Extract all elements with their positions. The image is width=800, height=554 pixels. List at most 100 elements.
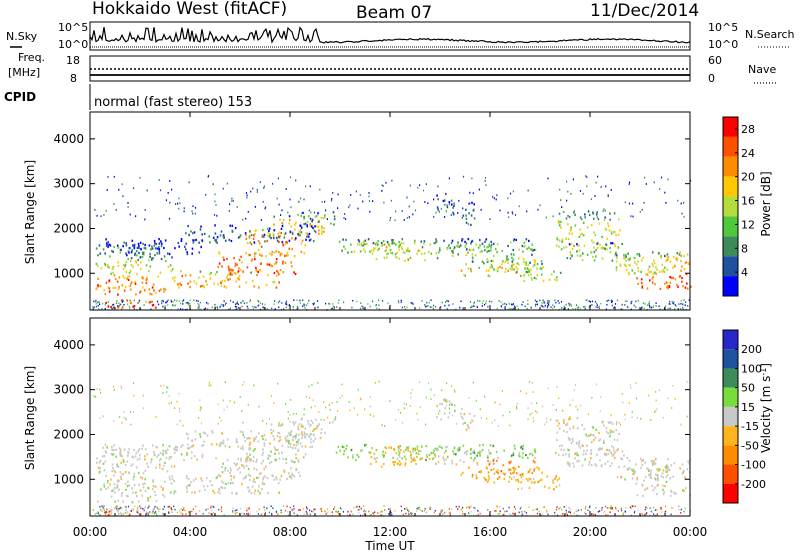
echo-cell bbox=[470, 447, 472, 451]
echo-cell bbox=[279, 218, 281, 221]
echo-cell bbox=[180, 238, 183, 241]
echo-cell bbox=[493, 197, 495, 200]
echo-cell bbox=[191, 252, 193, 255]
echo-cell bbox=[631, 300, 633, 303]
echo-cell bbox=[162, 450, 165, 453]
echo-cell bbox=[532, 391, 534, 393]
echo-cell bbox=[590, 441, 593, 444]
echo-cell bbox=[357, 455, 360, 458]
echo-cell bbox=[590, 251, 592, 254]
echo-cell bbox=[364, 408, 366, 411]
echo-cell bbox=[114, 500, 117, 503]
echo-cell bbox=[423, 252, 426, 255]
echo-cell bbox=[232, 301, 234, 303]
echo-cell bbox=[345, 447, 347, 450]
echo-cell bbox=[282, 219, 285, 222]
echo-cell bbox=[254, 448, 256, 451]
echo-cell bbox=[147, 506, 149, 509]
echo-cell bbox=[607, 222, 609, 225]
echo-cell bbox=[588, 300, 590, 302]
echo-cell bbox=[325, 406, 327, 409]
echo-cell bbox=[190, 230, 192, 233]
echo-cell bbox=[293, 435, 295, 438]
echo-cell bbox=[211, 513, 213, 515]
echo-cell bbox=[325, 209, 327, 212]
echo-cell bbox=[516, 402, 518, 405]
echo-cell bbox=[104, 450, 107, 453]
echo-cell bbox=[301, 212, 303, 215]
echo-cell bbox=[333, 223, 335, 226]
echo-cell bbox=[646, 467, 648, 470]
echo-cell bbox=[130, 411, 132, 413]
echo-cell bbox=[648, 302, 650, 305]
echo-cell bbox=[621, 450, 624, 453]
echo-cell bbox=[647, 467, 649, 471]
echo-cell bbox=[243, 381, 245, 383]
echo-cell bbox=[676, 283, 678, 286]
echo-cell bbox=[190, 445, 192, 448]
echo-cell bbox=[182, 300, 184, 303]
echo-cell bbox=[120, 385, 122, 388]
echo-cell bbox=[112, 286, 115, 289]
echo-cell bbox=[412, 447, 415, 451]
echo-cell bbox=[323, 400, 325, 403]
echo-cell bbox=[260, 462, 263, 465]
echo-cell bbox=[210, 271, 212, 275]
echo-cell bbox=[216, 236, 219, 239]
echo-cell bbox=[684, 478, 686, 481]
echo-cell bbox=[281, 262, 284, 265]
echo-cell bbox=[115, 486, 118, 489]
echo-cell bbox=[127, 495, 129, 498]
echo-cell bbox=[276, 236, 278, 239]
echo-cell bbox=[248, 489, 251, 492]
echo-cell bbox=[289, 434, 292, 437]
echo-cell bbox=[637, 282, 639, 285]
echo-cell bbox=[253, 241, 256, 244]
echo-cell bbox=[369, 396, 371, 398]
echo-cell bbox=[199, 399, 201, 402]
echo-cell bbox=[683, 255, 685, 258]
echo-cell bbox=[687, 305, 689, 307]
echo-cell bbox=[249, 459, 251, 462]
echo-cell bbox=[343, 301, 345, 304]
echo-cell bbox=[125, 270, 127, 273]
echo-cell bbox=[507, 269, 509, 272]
echo-cell bbox=[208, 273, 211, 276]
echo-cell bbox=[571, 232, 573, 235]
echo-cell bbox=[318, 232, 320, 235]
echo-cell bbox=[403, 455, 406, 458]
echo-cell bbox=[600, 465, 603, 468]
echo-cell bbox=[552, 479, 554, 482]
echo-cell bbox=[285, 240, 287, 244]
echo-cell bbox=[565, 237, 567, 240]
echo-cell bbox=[188, 233, 190, 236]
echo-cell bbox=[629, 384, 631, 387]
echo-cell bbox=[581, 464, 584, 467]
echo-cell bbox=[150, 248, 152, 251]
echo-cell bbox=[333, 216, 336, 219]
echo-cell bbox=[583, 449, 585, 452]
echo-cell bbox=[657, 476, 659, 479]
echo-cell bbox=[320, 507, 322, 510]
echo-cell bbox=[107, 301, 109, 303]
echo-cell bbox=[165, 450, 167, 453]
echo-cell bbox=[443, 199, 446, 202]
echo-cell bbox=[108, 513, 110, 516]
echo-cell bbox=[369, 305, 371, 308]
echo-cell bbox=[337, 445, 340, 448]
echo-cell bbox=[100, 267, 103, 270]
echo-cell bbox=[158, 289, 161, 292]
echo-cell bbox=[272, 237, 275, 240]
echo-cell bbox=[535, 410, 537, 413]
echo-cell bbox=[488, 243, 491, 246]
echo-cell bbox=[311, 220, 313, 223]
echo-cell bbox=[101, 510, 103, 513]
echo-cell bbox=[289, 198, 291, 201]
echo-cell bbox=[453, 389, 455, 391]
echo-cell bbox=[219, 306, 221, 308]
echo-cell bbox=[579, 404, 582, 407]
echo-cell bbox=[263, 434, 266, 437]
echo-cell bbox=[142, 483, 145, 486]
echo-cell bbox=[534, 259, 537, 262]
echo-cell bbox=[107, 245, 109, 248]
